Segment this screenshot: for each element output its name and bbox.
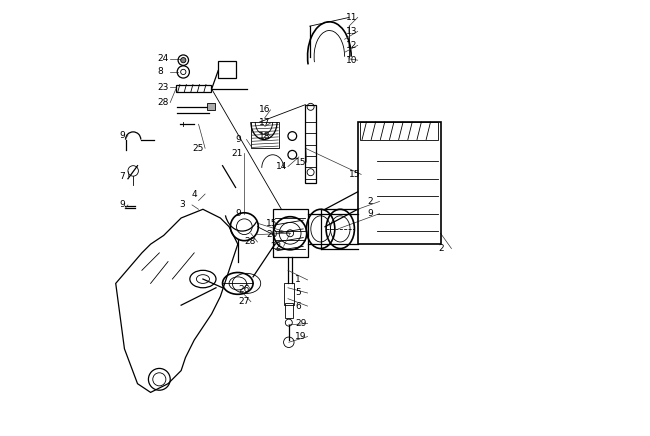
Text: 2: 2 — [368, 197, 373, 206]
Text: 19: 19 — [295, 332, 307, 341]
Text: 18: 18 — [259, 132, 270, 140]
Bar — [176, 85, 211, 92]
Text: 9: 9 — [119, 201, 125, 209]
Text: 9: 9 — [368, 209, 374, 218]
Text: 1: 1 — [295, 276, 301, 284]
Text: 23: 23 — [157, 83, 168, 92]
Text: 22: 22 — [270, 242, 281, 251]
Text: 15: 15 — [266, 219, 278, 228]
Bar — [358, 122, 441, 244]
Bar — [285, 303, 292, 318]
Text: 25: 25 — [192, 144, 203, 153]
Text: 12: 12 — [346, 41, 358, 50]
Text: 14: 14 — [276, 162, 287, 171]
Text: 5: 5 — [295, 289, 301, 297]
Bar — [283, 283, 294, 305]
Bar — [306, 105, 317, 183]
Text: 28: 28 — [244, 238, 255, 246]
Text: 10: 10 — [346, 56, 358, 65]
Text: 6: 6 — [295, 302, 301, 310]
Text: 27: 27 — [239, 297, 250, 306]
Text: 9: 9 — [235, 135, 241, 144]
Text: 9: 9 — [235, 209, 241, 218]
Text: 11: 11 — [346, 13, 358, 22]
Text: 17: 17 — [259, 119, 270, 127]
Text: 28: 28 — [157, 98, 168, 107]
Text: 20: 20 — [266, 230, 278, 239]
Text: 13: 13 — [346, 27, 358, 36]
Text: 29: 29 — [295, 319, 307, 328]
Bar — [207, 103, 215, 110]
Circle shape — [181, 58, 186, 63]
Text: 16: 16 — [259, 106, 270, 114]
Text: 15: 15 — [349, 170, 361, 179]
Bar — [251, 122, 280, 148]
Text: 7: 7 — [119, 172, 125, 181]
Bar — [360, 122, 438, 140]
Text: 4: 4 — [192, 190, 198, 198]
Text: 21: 21 — [231, 149, 242, 158]
Text: 2: 2 — [438, 244, 444, 253]
Text: 9: 9 — [119, 131, 125, 140]
Text: 15: 15 — [294, 158, 306, 167]
Text: 8: 8 — [157, 68, 163, 76]
Bar — [218, 61, 235, 78]
Text: 3: 3 — [179, 201, 185, 209]
Text: 26: 26 — [239, 286, 250, 294]
Text: 24: 24 — [157, 54, 168, 63]
